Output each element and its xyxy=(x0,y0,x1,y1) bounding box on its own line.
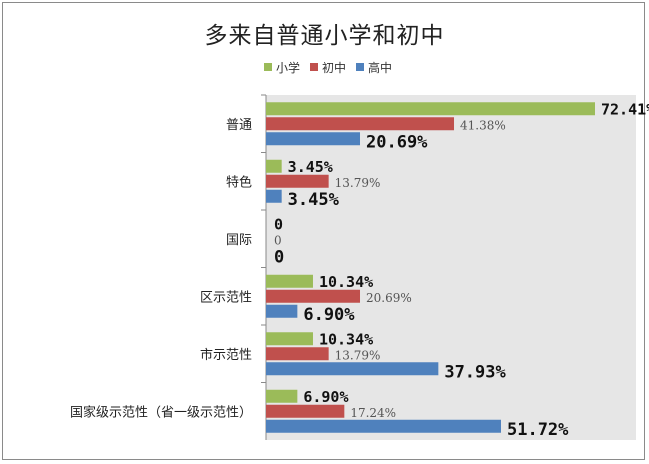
data-label-2-0: 20.69% xyxy=(366,132,428,152)
bar-0-4 xyxy=(266,332,313,346)
legend-label: 小学 xyxy=(276,60,301,75)
legend-item-0: 小学 xyxy=(264,59,300,76)
legend-swatch xyxy=(356,63,365,71)
bar-2-0 xyxy=(266,132,361,146)
legend-label: 初中 xyxy=(322,60,347,75)
data-label-2-1: 3.45% xyxy=(288,190,340,210)
category-label: 市示范性 xyxy=(200,347,252,363)
category-label: 区示范性 xyxy=(200,290,252,305)
bar-1-5 xyxy=(266,404,345,418)
bar-1-1 xyxy=(266,174,329,188)
bar-2-3 xyxy=(266,304,298,318)
bar-1-4 xyxy=(266,347,329,361)
data-label-0-0: 72.41% xyxy=(601,100,649,118)
category-label: 国家级示范性（省一级示范性） xyxy=(70,404,252,420)
bar-0-0 xyxy=(266,102,595,116)
data-label-2-5: 51.72% xyxy=(507,420,569,440)
plot-area xyxy=(266,95,636,440)
legend: 小学 初中 高中 xyxy=(264,59,392,75)
legend-swatch xyxy=(310,63,319,71)
bar-0-5 xyxy=(266,389,298,403)
category-label: 特色 xyxy=(226,174,252,190)
legend-swatch xyxy=(264,63,272,71)
bar-0-3 xyxy=(266,274,313,288)
legend-label: 高中 xyxy=(368,60,393,75)
data-label-1-3: 20.69% xyxy=(366,291,412,305)
bar-2-4 xyxy=(266,362,439,376)
data-label-0-1: 3.45% xyxy=(288,158,333,176)
legend-item-1: 初中 xyxy=(310,59,346,76)
data-label-1-5: 17.24% xyxy=(350,406,396,420)
data-label-0-3: 10.34% xyxy=(319,273,373,291)
bar-2-1 xyxy=(266,189,282,203)
category-label: 国际 xyxy=(226,233,252,248)
data-label-1-4: 13.79% xyxy=(335,348,381,362)
bar-1-0 xyxy=(266,117,455,131)
legend-item-2: 高中 xyxy=(356,59,392,76)
category-label: 普通 xyxy=(226,118,252,133)
bar-1-3 xyxy=(266,289,361,303)
data-label-0-5: 6.90% xyxy=(303,388,348,406)
bar-2-5 xyxy=(266,419,501,433)
data-label-1-2: 0 xyxy=(274,233,282,247)
data-label-1-0: 41.38% xyxy=(460,118,506,132)
data-label-0-2: 0 xyxy=(274,215,283,233)
data-label-2-4: 37.93% xyxy=(444,362,506,382)
chart-title: 多来自普通小学和初中 xyxy=(204,23,445,49)
data-label-1-1: 13.79% xyxy=(335,176,381,190)
data-label-0-4: 10.34% xyxy=(319,330,373,348)
data-label-2-2: 0 xyxy=(274,247,284,267)
bar-0-1 xyxy=(266,159,282,173)
data-label-2-3: 6.90% xyxy=(303,305,355,325)
